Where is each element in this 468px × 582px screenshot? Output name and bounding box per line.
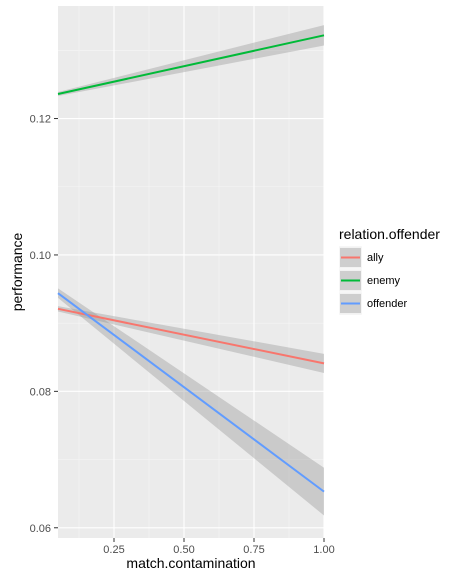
legend-label: enemy <box>367 275 401 287</box>
y-axis: 0.06 0.08 0.10 0.12 <box>30 114 58 535</box>
series-line-offender <box>57 292 325 493</box>
minor-gridlines <box>58 6 324 538</box>
legend-label: ally <box>367 252 384 264</box>
legend-items: ally enemy offender <box>338 245 408 316</box>
x-tick-label: 0.75 <box>243 544 264 556</box>
y-tick-label: 0.10 <box>30 250 51 262</box>
legend-title: relation.offender <box>339 226 440 242</box>
y-tick-label: 0.06 <box>30 523 51 535</box>
series-lines <box>57 34 325 493</box>
x-tick-label: 0.50 <box>173 544 194 556</box>
legend-item-enemy: enemy <box>338 268 401 293</box>
plot-panel <box>58 6 324 538</box>
y-tick-label: 0.08 <box>30 386 51 398</box>
x-axis: 0.25 0.50 0.75 1.00 <box>103 538 335 556</box>
x-tick-label: 0.25 <box>103 544 124 556</box>
major-gridlines <box>58 6 325 538</box>
confidence-band-offender <box>58 288 324 516</box>
y-axis-title: performance <box>9 232 25 311</box>
legend-label: offender <box>367 298 408 310</box>
legend-item-ally: ally <box>338 245 384 270</box>
x-axis-title: match.contamination <box>126 555 255 571</box>
x-tick-label: 1.00 <box>313 544 334 556</box>
series-line-enemy <box>57 34 325 95</box>
series-line-ally <box>57 307 325 365</box>
y-tick-label: 0.12 <box>30 114 51 126</box>
legend: relation.offender ally enemy offender <box>338 226 440 316</box>
legend-item-offender: offender <box>338 291 408 316</box>
